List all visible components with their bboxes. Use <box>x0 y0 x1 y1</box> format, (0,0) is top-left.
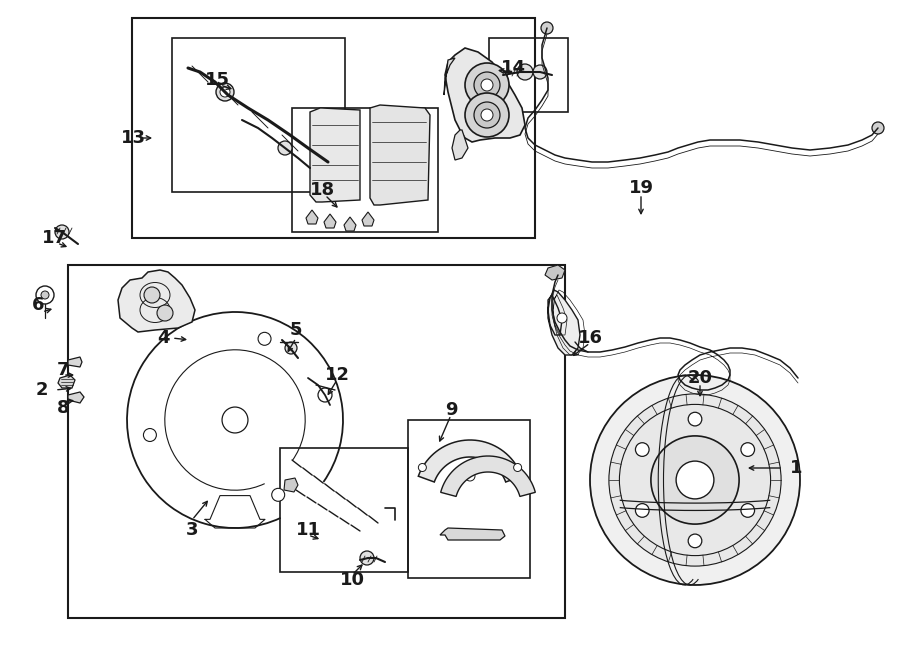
Bar <box>292 108 438 232</box>
Circle shape <box>220 87 230 97</box>
Text: 13: 13 <box>121 129 146 147</box>
Polygon shape <box>440 528 505 540</box>
Bar <box>489 38 568 112</box>
Circle shape <box>517 64 533 80</box>
Text: 8: 8 <box>57 399 69 417</box>
Text: 15: 15 <box>204 71 230 89</box>
Polygon shape <box>370 105 430 205</box>
Text: 2: 2 <box>36 381 49 399</box>
Circle shape <box>465 63 509 107</box>
Text: 16: 16 <box>578 329 602 347</box>
Bar <box>132 18 535 238</box>
Polygon shape <box>344 217 356 231</box>
Circle shape <box>651 436 739 524</box>
Bar <box>68 265 565 618</box>
Circle shape <box>514 463 522 471</box>
Circle shape <box>619 404 770 555</box>
Circle shape <box>360 551 374 565</box>
Polygon shape <box>306 210 318 224</box>
Text: 10: 10 <box>339 571 365 589</box>
Text: 4: 4 <box>157 329 169 347</box>
Bar <box>172 38 345 192</box>
Text: 19: 19 <box>628 179 653 197</box>
Polygon shape <box>324 214 336 228</box>
Circle shape <box>55 225 69 239</box>
Circle shape <box>590 375 800 585</box>
Polygon shape <box>362 212 374 226</box>
Circle shape <box>741 504 754 517</box>
Polygon shape <box>68 357 82 367</box>
Text: 18: 18 <box>310 181 335 199</box>
Bar <box>408 420 530 578</box>
Circle shape <box>272 489 284 501</box>
Circle shape <box>465 471 475 481</box>
Text: 6: 6 <box>32 296 44 314</box>
Circle shape <box>635 504 649 517</box>
Text: 1: 1 <box>790 459 802 477</box>
Circle shape <box>481 109 493 121</box>
Text: 17: 17 <box>41 229 67 247</box>
Bar <box>280 448 408 572</box>
Circle shape <box>36 286 54 304</box>
Polygon shape <box>444 58 455 95</box>
Polygon shape <box>310 108 360 202</box>
Circle shape <box>465 93 509 137</box>
Circle shape <box>481 79 493 91</box>
Polygon shape <box>418 440 522 482</box>
Text: 12: 12 <box>325 366 349 384</box>
Circle shape <box>676 461 714 499</box>
Polygon shape <box>118 270 195 332</box>
Circle shape <box>688 534 702 547</box>
Circle shape <box>285 342 297 354</box>
Circle shape <box>258 332 271 346</box>
Circle shape <box>157 305 173 321</box>
Circle shape <box>688 412 702 426</box>
Text: 7: 7 <box>57 361 69 379</box>
Circle shape <box>474 102 500 128</box>
Text: 9: 9 <box>445 401 457 419</box>
Circle shape <box>541 22 553 34</box>
Circle shape <box>741 443 754 456</box>
Circle shape <box>609 394 781 566</box>
Circle shape <box>216 83 234 101</box>
Text: 5: 5 <box>290 321 302 339</box>
Polygon shape <box>545 265 565 280</box>
Text: 11: 11 <box>295 521 320 539</box>
Circle shape <box>278 141 292 155</box>
Circle shape <box>872 122 884 134</box>
Circle shape <box>144 287 160 303</box>
Polygon shape <box>58 375 75 388</box>
Circle shape <box>635 443 649 456</box>
Polygon shape <box>452 130 468 160</box>
Circle shape <box>418 463 427 471</box>
Text: 3: 3 <box>185 521 198 539</box>
Circle shape <box>222 407 248 433</box>
Circle shape <box>41 291 49 299</box>
Text: 20: 20 <box>688 369 713 387</box>
Polygon shape <box>68 392 84 403</box>
Circle shape <box>533 65 547 79</box>
Polygon shape <box>284 478 298 492</box>
Circle shape <box>143 428 157 442</box>
Polygon shape <box>445 48 525 142</box>
Text: 14: 14 <box>500 59 526 77</box>
Circle shape <box>318 388 332 402</box>
Polygon shape <box>441 456 536 496</box>
Circle shape <box>557 313 567 323</box>
Polygon shape <box>548 290 580 355</box>
Circle shape <box>474 72 500 98</box>
